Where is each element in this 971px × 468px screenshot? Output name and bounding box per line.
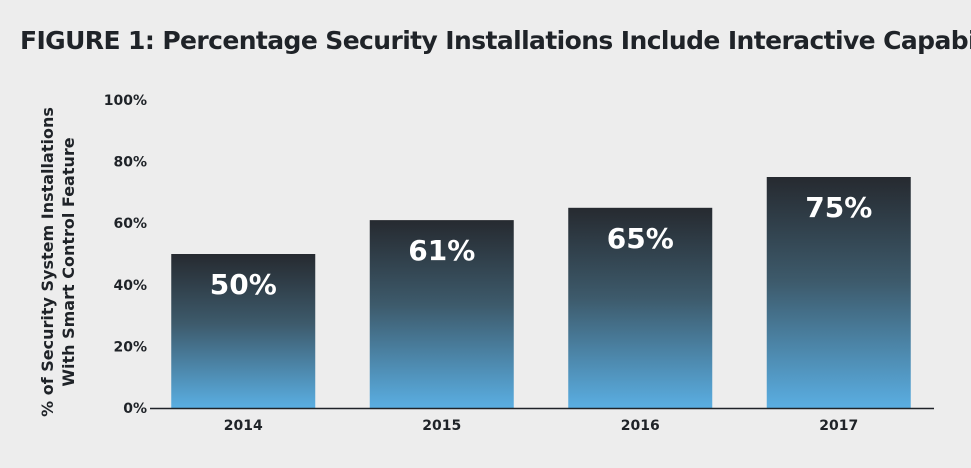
x-tick-label: 2015 [422,418,461,434]
bar-2015 [369,220,514,408]
data-label-2016: 65% [607,222,674,255]
bar-2016 [568,207,713,408]
data-label-2014: 50% [210,268,277,301]
y-tick-label: 20% [113,339,147,355]
chart-title: FIGURE 1: Percentage Security Installati… [20,26,971,55]
x-tick-label: 2017 [819,418,858,434]
bar-2017 [766,177,911,408]
x-tick-label: 2016 [621,418,660,434]
data-label-2017: 75% [805,191,872,224]
y-tick-label: 60% [113,216,147,232]
y-tick-label: 0% [123,401,147,417]
bars: 50% 61% 65% 75% [171,177,911,408]
y-tick-label: 40% [113,278,147,294]
bar-2014 [171,254,316,408]
y-axis-ticks: 0% 20% 40% 60% 80% 100% [104,93,147,417]
x-axis-ticks: 2014 2015 2016 2017 [224,418,858,434]
data-label-2015: 61% [408,234,475,267]
y-tick-label: 100% [104,93,147,109]
x-tick-label: 2014 [224,418,263,434]
y-tick-label: 80% [113,155,147,171]
